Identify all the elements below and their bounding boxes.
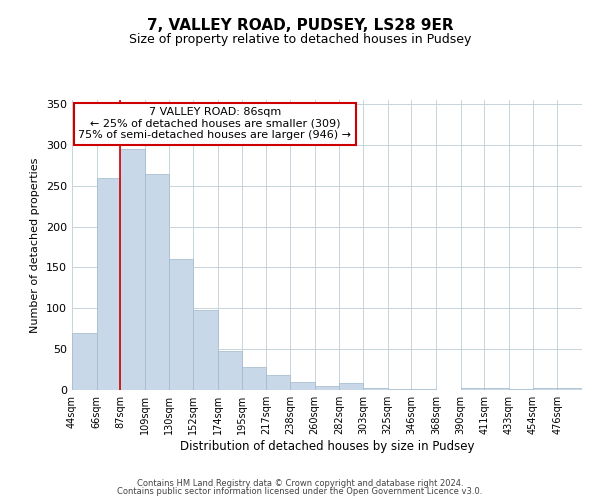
Bar [121,149,145,390]
Bar [340,382,363,390]
Bar [242,367,266,390]
Bar [290,382,314,390]
Bar [388,389,411,390]
Bar [509,389,533,390]
Bar [411,389,436,390]
Bar [193,310,218,390]
Text: Size of property relative to detached houses in Pudsey: Size of property relative to detached ho… [129,32,471,46]
Bar [72,333,97,390]
Bar [363,388,388,390]
Text: 7, VALLEY ROAD, PUDSEY, LS28 9ER: 7, VALLEY ROAD, PUDSEY, LS28 9ER [146,18,454,32]
Bar [461,388,484,390]
Bar [218,351,242,390]
Bar [97,178,121,390]
Bar [266,376,290,390]
Text: Contains HM Land Registry data © Crown copyright and database right 2024.: Contains HM Land Registry data © Crown c… [137,478,463,488]
Bar [557,388,582,390]
Text: Contains public sector information licensed under the Open Government Licence v3: Contains public sector information licen… [118,487,482,496]
Y-axis label: Number of detached properties: Number of detached properties [31,158,40,332]
X-axis label: Distribution of detached houses by size in Pudsey: Distribution of detached houses by size … [180,440,474,453]
Bar [314,386,340,390]
Bar [145,174,169,390]
Bar [169,260,193,390]
Bar [533,388,557,390]
Bar [484,388,509,390]
Text: 7 VALLEY ROAD: 86sqm
← 25% of detached houses are smaller (309)
75% of semi-deta: 7 VALLEY ROAD: 86sqm ← 25% of detached h… [79,108,352,140]
